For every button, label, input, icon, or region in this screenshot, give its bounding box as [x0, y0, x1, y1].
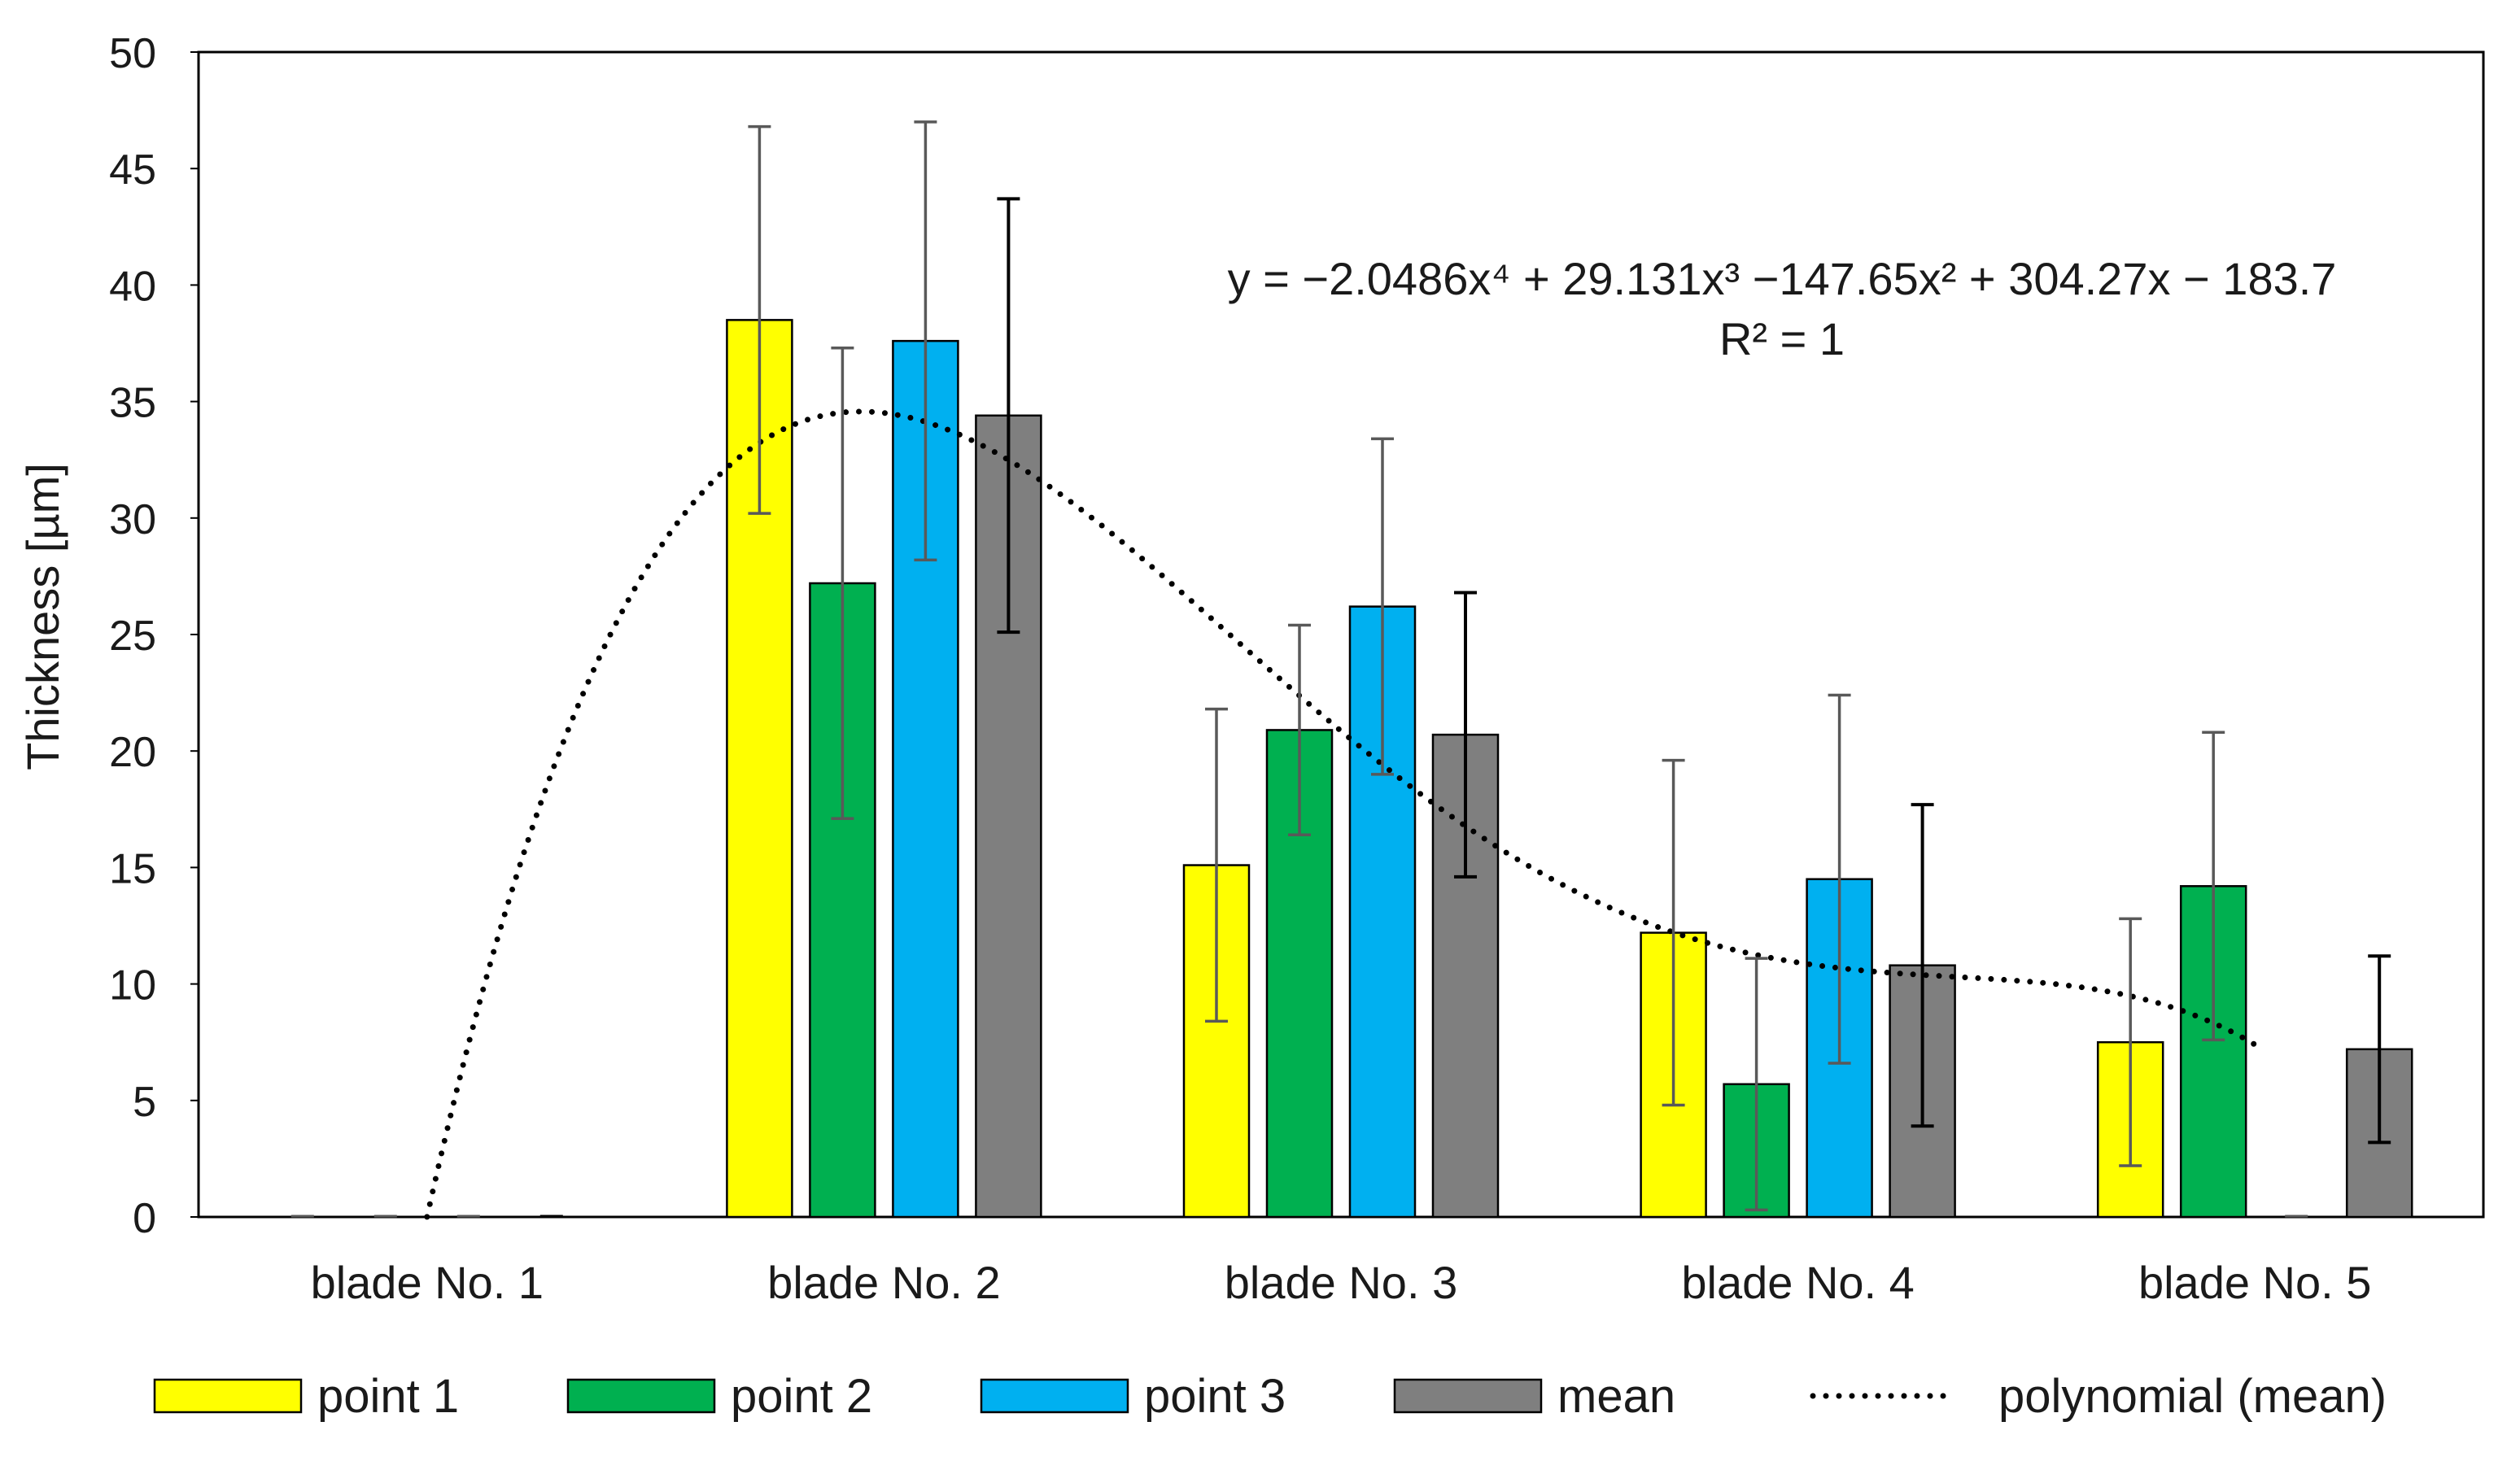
bars-group [726, 319, 2413, 1219]
y-tick-label: 45 [109, 146, 156, 194]
legend-label: point 3 [1144, 1370, 1286, 1423]
y-tick-label: 40 [109, 263, 156, 310]
x-tick-label: blade No. 5 [2138, 1257, 2371, 1308]
y-axis-title: Thickness [µm] [17, 463, 68, 770]
y-tick-label: 20 [109, 729, 156, 776]
legend: point 1 point 2 point 3 mean polynomial (mea… [153, 1370, 2387, 1423]
y-tick-label: 0 [133, 1195, 156, 1242]
legend-label: point 2 [731, 1370, 872, 1423]
error-bars-group [290, 120, 2391, 1218]
legend-swatch [1393, 1378, 1543, 1414]
legend-label: point 1 [317, 1370, 459, 1423]
trendline-equation: y = −2.0486x⁴ + 29.131x³ −147.65x² + 304… [1228, 253, 2337, 304]
legend-label: mean [1557, 1370, 1675, 1423]
legend-swatch [153, 1378, 303, 1414]
x-tick-label: blade No. 4 [1681, 1257, 1914, 1308]
x-tick-label: blade No. 2 [767, 1257, 1000, 1308]
y-tick-label: 25 [109, 613, 156, 660]
x-tick-label: blade No. 1 [311, 1257, 544, 1308]
y-tick-label: 5 [133, 1079, 156, 1126]
y-tick-label: 15 [109, 845, 156, 892]
labels-group: Thickness [µm] y = −2.0486x⁴ + 29.131x³ … [17, 30, 2371, 1308]
axes-group [190, 50, 2485, 1219]
legend-label: polynomial (mean) [1998, 1370, 2387, 1423]
y-tick-label: 10 [109, 962, 156, 1010]
legend-swatch [566, 1378, 716, 1414]
trendline-polynomial-mean [424, 408, 2258, 1220]
legend-swatch [980, 1378, 1129, 1414]
trendline-r2: R² = 1 [1719, 313, 1845, 364]
y-tick-label: 50 [109, 30, 156, 77]
trendline-group [424, 408, 2258, 1220]
y-tick-label: 30 [109, 496, 156, 543]
x-tick-label: blade No. 3 [1225, 1257, 1457, 1308]
y-tick-label: 35 [109, 380, 156, 427]
